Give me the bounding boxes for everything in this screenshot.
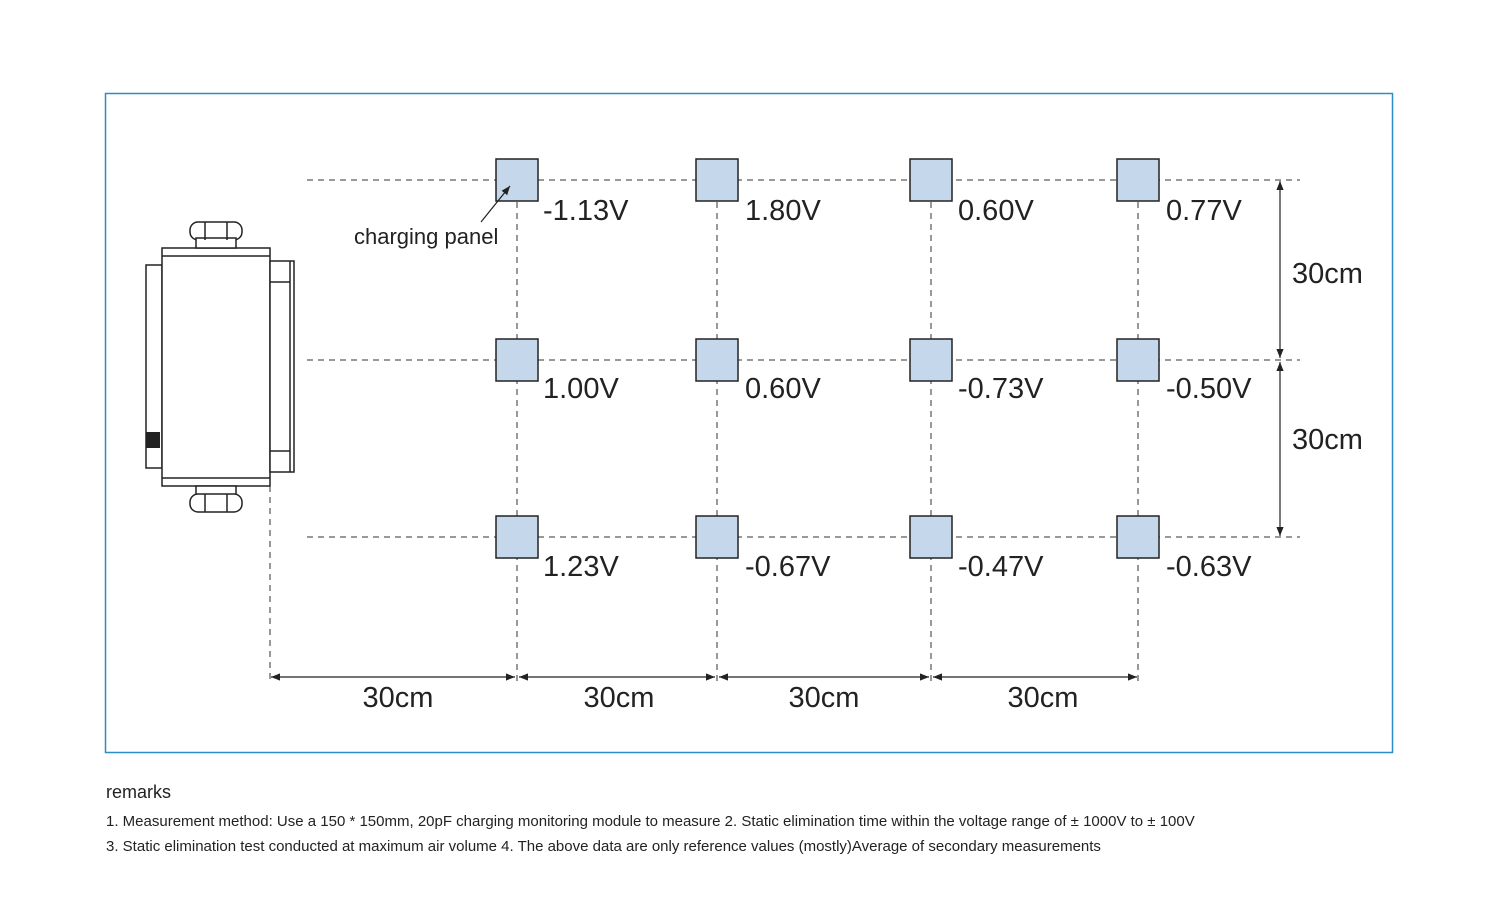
remarks-line-1: 1. Measurement method: Use a 150 * 150mm… [106, 809, 1406, 834]
reading-r1-c3: 0.60V [958, 195, 1034, 227]
charging-panel [1117, 516, 1159, 558]
charging-panel [910, 159, 952, 201]
charging-panel [696, 159, 738, 201]
reading-r2-c3: -0.73V [958, 373, 1044, 405]
charging-panel [496, 516, 538, 558]
charging-panel [910, 516, 952, 558]
reading-r3-c4: -0.63V [1166, 551, 1252, 583]
reading-r3-c2: -0.67V [745, 551, 831, 583]
charging-panel [696, 516, 738, 558]
reading-r1-c4: 0.77V [1166, 195, 1242, 227]
reading-r1-c1: -1.13V [543, 195, 629, 227]
remarks-title: remarks [106, 782, 1406, 803]
reading-r2-c1: 1.00V [543, 373, 619, 405]
diagram-frame [106, 94, 1393, 753]
callout-label: charging panel [354, 224, 498, 249]
charging-panel [1117, 339, 1159, 381]
reading-r3-c3: -0.47V [958, 551, 1044, 583]
remarks-section: remarks 1. Measurement method: Use a 150… [106, 782, 1406, 859]
grid-guides [270, 180, 1300, 684]
dim-h-1: 30cm [363, 682, 434, 714]
charging-panel [1117, 159, 1159, 201]
remarks-line-2: 3. Static elimination test conducted at … [106, 834, 1406, 859]
dim-h-4: 30cm [1008, 682, 1079, 714]
charging-panel [496, 339, 538, 381]
reading-r3-c1: 1.23V [543, 551, 619, 583]
charging-panel [696, 339, 738, 381]
dim-h-3: 30cm [789, 682, 860, 714]
reading-r1-c2: 1.80V [745, 195, 821, 227]
static-eliminator-device [146, 222, 294, 512]
dim-v-2: 30cm [1292, 424, 1363, 456]
reading-r2-c2: 0.60V [745, 373, 821, 405]
charging-panel [910, 339, 952, 381]
dim-v-1: 30cm [1292, 258, 1363, 290]
dim-h-2: 30cm [584, 682, 655, 714]
reading-r2-c4: -0.50V [1166, 373, 1252, 405]
